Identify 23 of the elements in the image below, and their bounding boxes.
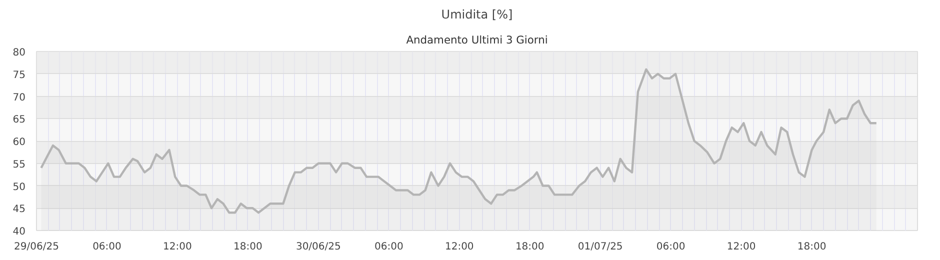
y-tick-label: 45 <box>12 204 26 216</box>
y-tick-label: 80 <box>12 48 26 58</box>
x-tick-label: 12:00 <box>444 242 474 252</box>
x-tick-label: 01/07/25 <box>578 242 623 252</box>
x-tick-label: 06:00 <box>92 242 122 252</box>
y-tick-label: 40 <box>12 226 26 238</box>
y-tick-label: 70 <box>12 92 26 104</box>
x-tick-label: 29/06/25 <box>14 242 59 252</box>
x-tick-label: 12:00 <box>726 242 756 252</box>
x-tick-label: 12:00 <box>163 242 192 252</box>
y-tick-label: 50 <box>12 182 26 193</box>
x-tick-label: 18:00 <box>515 242 544 252</box>
x-tick-label: 18:00 <box>797 242 826 252</box>
y-tick-label: 60 <box>12 137 26 148</box>
y-tick-label: 65 <box>12 114 26 126</box>
x-tick-label: 18:00 <box>234 242 262 252</box>
chart-title: Umidita [%] <box>441 8 513 22</box>
y-tick-label: 55 <box>12 159 26 170</box>
y-tick-label: 75 <box>12 70 26 81</box>
x-tick-label: 06:00 <box>656 242 686 252</box>
x-tick-label: 30/06/25 <box>296 242 341 252</box>
x-tick-label: 06:00 <box>374 242 404 252</box>
chart-subtitle: Andamento Ultimi 3 Giorni <box>406 34 548 46</box>
